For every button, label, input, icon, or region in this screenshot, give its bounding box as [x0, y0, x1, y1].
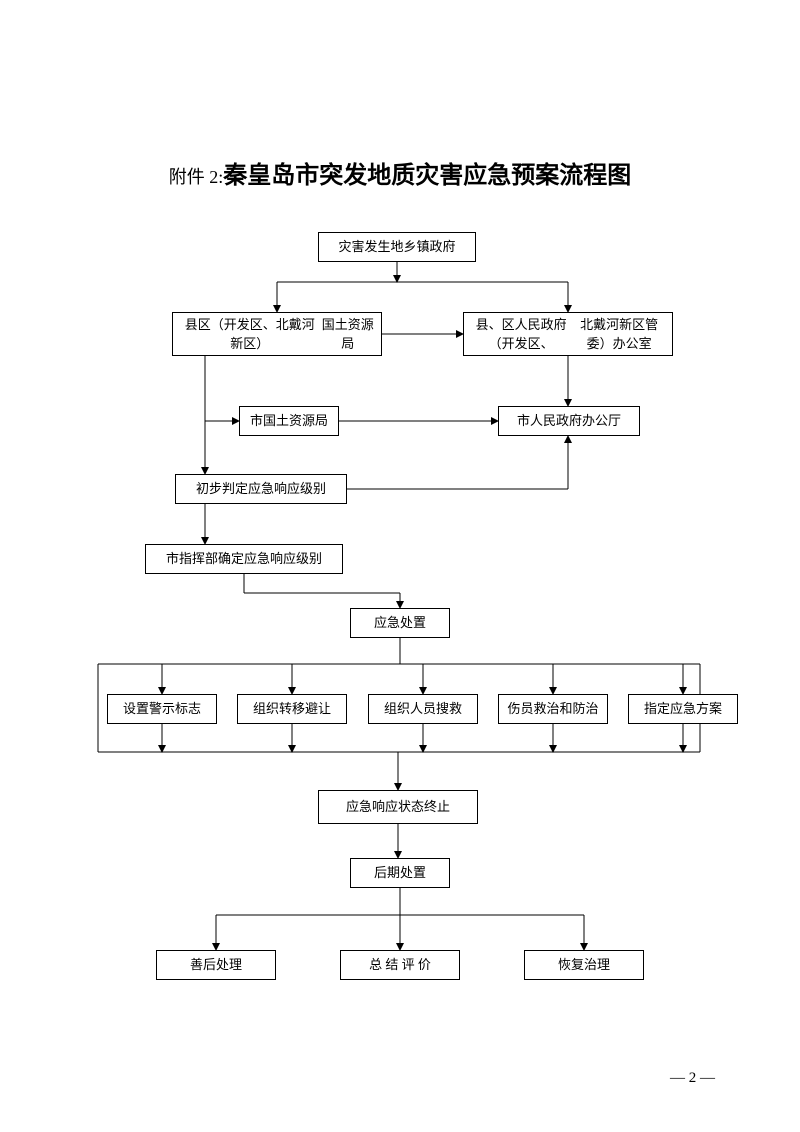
flowchart-node-n10: 组织转移避让 — [237, 694, 347, 724]
flowchart-node-n2: 县区（开发区、北戴河新区）国土资源局 — [172, 312, 382, 356]
flowchart-node-n5: 市人民政府办公厅 — [498, 406, 640, 436]
flowchart-node-n6: 初步判定应急响应级别 — [175, 474, 347, 504]
page-number: — 2 — — [670, 1070, 715, 1087]
flowchart-node-n18: 恢复治理 — [524, 950, 644, 980]
flowchart-node-n3: 县、区人民政府（开发区、北戴河新区管委）办公室 — [463, 312, 673, 356]
title-main: 秦皇岛市突发地质灾害应急预案流程图 — [223, 163, 631, 189]
flowchart-node-n12: 伤员救治和防治 — [498, 694, 608, 724]
flowchart-node-n7: 市指挥部确定应急响应级别 — [145, 544, 343, 574]
flowchart-node-n1: 灾害发生地乡镇政府 — [318, 232, 476, 262]
flowchart-node-n17: 总 结 评 价 — [340, 950, 460, 980]
title-prefix: 附件 2: — [169, 167, 224, 187]
flowchart-node-n13: 指定应急方案 — [628, 694, 738, 724]
flowchart-node-n11: 组织人员搜救 — [368, 694, 478, 724]
flowchart-node-n15: 后期处置 — [350, 858, 450, 888]
flowchart-node-n8: 应急处置 — [350, 608, 450, 638]
flowchart-node-n14: 应急响应状态终止 — [318, 790, 478, 824]
flowchart-node-n4: 市国土资源局 — [239, 406, 339, 436]
flowchart-node-n9: 设置警示标志 — [107, 694, 217, 724]
flowchart-node-n16: 善后处理 — [156, 950, 276, 980]
page-title: 附件 2:秦皇岛市突发地质灾害应急预案流程图 — [0, 155, 800, 190]
